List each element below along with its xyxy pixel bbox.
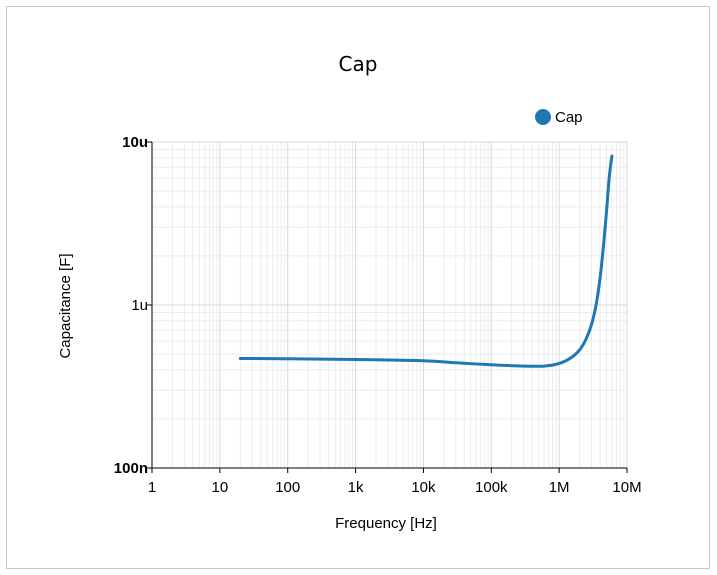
chart-frame <box>6 6 710 569</box>
y-tick-label: 100n <box>114 460 148 477</box>
legend[interactable]: Cap <box>535 109 583 126</box>
x-axis-ticks: 1 10 100 1k 10k 100k 1M 10M <box>148 468 642 496</box>
x-tick-label: 10M <box>612 479 641 496</box>
x-tick-label: 100k <box>475 479 508 496</box>
x-tick-label: 1k <box>348 479 364 496</box>
x-tick-label: 10 <box>212 479 229 496</box>
legend-marker-cap <box>535 109 551 125</box>
y-axis-ticks: 100n 1u 10u <box>114 134 152 477</box>
x-tick-label: 1M <box>549 479 570 496</box>
x-tick-label: 1 <box>148 479 156 496</box>
x-tick-label: 10k <box>411 479 436 496</box>
y-tick-label: 10u <box>122 134 148 151</box>
x-tick-label: 100 <box>275 479 300 496</box>
y-tick-label: 1u <box>131 297 148 314</box>
legend-label-cap: Cap <box>555 109 583 126</box>
x-axis-label: Frequency [Hz] <box>335 515 437 532</box>
y-axis-label: Capacitance [F] <box>57 253 74 358</box>
chart-title: Cap <box>339 52 378 76</box>
series-line-cap <box>238 154 614 368</box>
